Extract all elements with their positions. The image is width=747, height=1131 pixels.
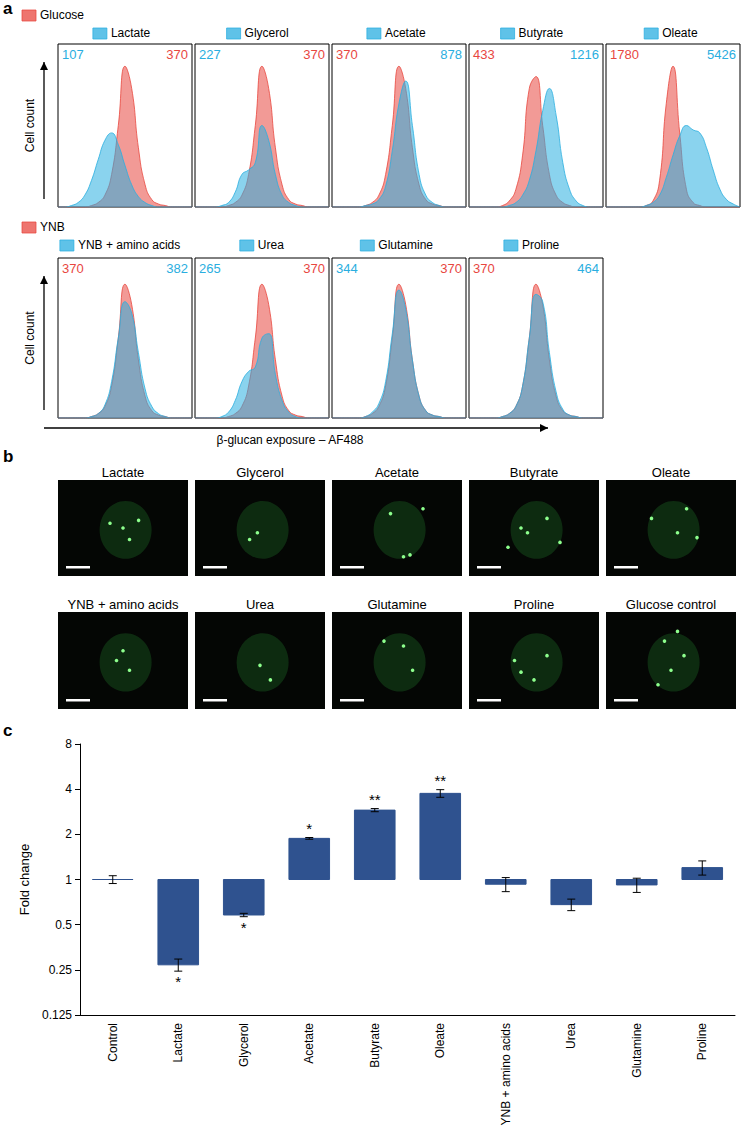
- svg-text:Cell count: Cell count: [23, 98, 37, 152]
- svg-text:Acetate: Acetate: [375, 465, 419, 480]
- svg-text:370: 370: [440, 261, 462, 276]
- svg-text:370: 370: [303, 47, 325, 62]
- svg-text:Butyrate: Butyrate: [519, 26, 564, 40]
- svg-text:Glutamine: Glutamine: [630, 1023, 644, 1078]
- svg-text:Glycerol: Glycerol: [237, 1023, 251, 1067]
- svg-text:β-glucan exposure – AF488: β-glucan exposure – AF488: [217, 433, 364, 447]
- svg-text:107: 107: [62, 47, 84, 62]
- svg-text:0.125: 0.125: [42, 1008, 72, 1022]
- svg-text:Oleate: Oleate: [652, 465, 690, 480]
- svg-text:Butyrate: Butyrate: [368, 1023, 382, 1068]
- svg-text:Urea: Urea: [258, 238, 284, 252]
- svg-text:8: 8: [65, 737, 72, 751]
- svg-text:Proline: Proline: [695, 1023, 709, 1061]
- svg-text:433: 433: [473, 47, 495, 62]
- svg-text:*: *: [306, 820, 312, 837]
- svg-text:Proline: Proline: [514, 597, 554, 612]
- svg-text:464: 464: [577, 261, 599, 276]
- svg-text:4: 4: [65, 782, 72, 796]
- svg-text:5426: 5426: [707, 47, 736, 62]
- svg-text:Cell count: Cell count: [23, 311, 37, 365]
- svg-text:*: *: [175, 973, 181, 990]
- svg-text:YNB: YNB: [40, 220, 65, 234]
- svg-text:a: a: [3, 0, 13, 18]
- svg-text:1780: 1780: [610, 47, 639, 62]
- svg-text:Glycerol: Glycerol: [245, 26, 289, 40]
- svg-text:227: 227: [199, 47, 221, 62]
- svg-text:370: 370: [473, 261, 495, 276]
- svg-text:Control: Control: [106, 1023, 120, 1062]
- svg-text:b: b: [3, 447, 13, 466]
- svg-text:c: c: [3, 721, 12, 740]
- svg-text:370: 370: [166, 47, 188, 62]
- svg-text:Glutamine: Glutamine: [378, 238, 433, 252]
- svg-text:0.5: 0.5: [55, 918, 72, 932]
- svg-text:Acetate: Acetate: [385, 26, 426, 40]
- svg-text:Butyrate: Butyrate: [510, 465, 558, 480]
- svg-text:344: 344: [336, 261, 358, 276]
- svg-text:Lactate: Lactate: [171, 1023, 185, 1063]
- svg-text:Glutamine: Glutamine: [367, 597, 426, 612]
- svg-text:*: *: [241, 919, 247, 936]
- svg-text:Urea: Urea: [246, 597, 275, 612]
- svg-text:Lactate: Lactate: [111, 26, 151, 40]
- svg-text:YNB + amino acids: YNB + amino acids: [68, 597, 179, 612]
- svg-text:878: 878: [440, 47, 462, 62]
- svg-text:Lactate: Lactate: [102, 465, 145, 480]
- svg-text:Glucose: Glucose: [40, 8, 84, 22]
- svg-text:2: 2: [65, 827, 72, 841]
- svg-text:Urea: Urea: [564, 1023, 578, 1049]
- svg-text:**: **: [434, 772, 446, 789]
- svg-text:Glucose control: Glucose control: [626, 597, 716, 612]
- svg-text:**: **: [369, 791, 381, 808]
- svg-text:YNB + amino acids: YNB + amino acids: [78, 238, 180, 252]
- svg-text:Oleate: Oleate: [433, 1023, 447, 1059]
- svg-text:370: 370: [62, 261, 84, 276]
- svg-text:Oleate: Oleate: [662, 26, 698, 40]
- svg-text:382: 382: [166, 261, 188, 276]
- svg-text:YNB + amino acids: YNB + amino acids: [499, 1023, 513, 1125]
- svg-text:Glycerol: Glycerol: [236, 465, 284, 480]
- svg-text:1216: 1216: [570, 47, 599, 62]
- svg-text:370: 370: [303, 261, 325, 276]
- svg-text:0.25: 0.25: [49, 963, 73, 977]
- svg-text:Proline: Proline: [522, 238, 560, 252]
- svg-text:Acetate: Acetate: [302, 1023, 316, 1064]
- svg-text:370: 370: [336, 47, 358, 62]
- svg-text:265: 265: [199, 261, 221, 276]
- svg-text:Fold change: Fold change: [17, 844, 32, 916]
- svg-text:1: 1: [65, 873, 72, 887]
